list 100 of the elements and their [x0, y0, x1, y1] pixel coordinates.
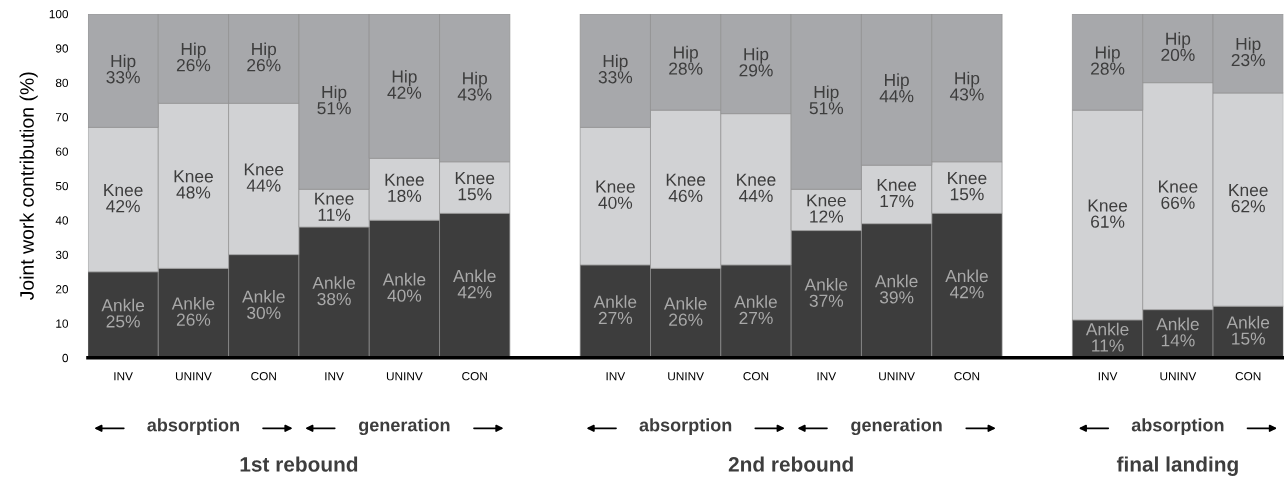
- text: Hip: [885, 73, 909, 90]
- text: Knee: [244, 163, 284, 176]
- data-label: 44%: [739, 189, 773, 202]
- data-label: 51%: [809, 102, 844, 115]
- text: Knee: [807, 194, 846, 207]
- series-label: Hip: [1166, 32, 1191, 49]
- data-label: 66%: [1161, 196, 1195, 209]
- data-label: 46%: [668, 189, 703, 203]
- y-tick-label: 30: [55, 250, 69, 260]
- data-label: 15%: [950, 188, 984, 201]
- text: Ankle: [382, 272, 426, 286]
- data-label: 26%: [176, 313, 211, 326]
- text: Knee: [596, 180, 635, 193]
- text: Knee: [666, 173, 706, 186]
- data-label: 43%: [949, 88, 984, 101]
- x-tick-label: INV: [325, 372, 344, 381]
- text: Knee: [455, 172, 495, 185]
- text: Hip: [252, 42, 277, 59]
- data-label: 29%: [739, 64, 773, 77]
- y-tick-label: 0: [62, 353, 69, 363]
- text: Ankle: [312, 276, 356, 290]
- text: Hip: [814, 85, 839, 102]
- text: 2nd rebound: [728, 456, 853, 472]
- text: Knee: [1159, 180, 1198, 193]
- text: absorption: [1131, 418, 1224, 436]
- text: Ankle: [734, 295, 777, 308]
- data-label: 42%: [387, 86, 422, 99]
- data-label: 12%: [810, 210, 844, 223]
- data-label: 20%: [1161, 48, 1195, 62]
- text: Knee: [385, 173, 424, 186]
- text: absorption: [639, 418, 732, 436]
- x-tick-label: CON: [743, 372, 769, 381]
- data-label: 44%: [879, 90, 914, 103]
- data-label: 33%: [106, 71, 140, 84]
- data-label: 38%: [317, 292, 351, 306]
- text: generation: [358, 418, 450, 436]
- text: Ankle: [1226, 315, 1270, 329]
- text: Hip: [674, 45, 698, 63]
- text: Hip: [955, 71, 980, 88]
- data-label: 28%: [669, 62, 703, 75]
- text: Hip: [1236, 37, 1261, 54]
- y-axis-title: Joint work contribution (%): [19, 72, 38, 301]
- data-label: 26%: [247, 59, 281, 72]
- y-tick-label: 50: [55, 181, 69, 191]
- data-label: 33%: [598, 71, 633, 84]
- text: Ankle: [593, 295, 637, 308]
- x-tick-label: CON: [251, 372, 276, 381]
- data-label: 26%: [176, 59, 211, 72]
- x-tick-label: CON: [1235, 372, 1261, 381]
- data-label: 62%: [1231, 200, 1265, 213]
- text: Knee: [877, 178, 917, 192]
- text: Knee: [1088, 199, 1128, 212]
- data-label: 15%: [1232, 332, 1265, 345]
- text: Knee: [1229, 184, 1268, 197]
- text: generation: [851, 418, 942, 436]
- text: Ankle: [101, 298, 145, 312]
- text: Hip: [392, 69, 417, 87]
- text: Hip: [322, 85, 347, 102]
- data-label: 17%: [880, 194, 914, 208]
- text: Hip: [744, 47, 769, 64]
- data-label: 44%: [246, 179, 281, 192]
- text: Hip: [603, 54, 628, 71]
- x-tick-label: INV: [114, 372, 133, 381]
- text: Knee: [948, 172, 987, 185]
- text: final landing: [1116, 456, 1238, 476]
- x-tick-label: UNINV: [879, 372, 915, 381]
- text: Ankle: [1156, 317, 1199, 331]
- series-label: Ankle: [1085, 322, 1129, 336]
- text: Ankle: [945, 269, 988, 283]
- data-label: 37%: [809, 294, 844, 307]
- text: Ankle: [663, 296, 707, 310]
- data-label: 42%: [949, 286, 984, 299]
- data-label: 30%: [247, 306, 281, 319]
- y-tick-label: 60: [55, 147, 69, 156]
- data-label: 51%: [317, 102, 351, 115]
- text: Hip: [181, 42, 206, 59]
- data-label: 27%: [739, 311, 773, 325]
- text: Ankle: [874, 274, 918, 288]
- x-tick-label: INV: [817, 372, 837, 381]
- y-tick-label: 20: [55, 285, 69, 294]
- text: Ankle: [453, 269, 496, 283]
- series-label: Knee: [315, 192, 354, 205]
- x-tick-label: UNINV: [386, 372, 423, 381]
- data-label: 61%: [1091, 215, 1125, 228]
- text: Ankle: [804, 278, 848, 291]
- data-label: 28%: [1091, 62, 1125, 75]
- data-label: 14%: [1161, 334, 1195, 347]
- y-tick-label: 40: [55, 216, 69, 225]
- data-label: 39%: [879, 291, 914, 304]
- data-label: 43%: [457, 88, 492, 101]
- x-tick-label: UNINV: [175, 372, 212, 381]
- text: Hip: [111, 54, 136, 71]
- text: Hip: [463, 71, 487, 88]
- x-tick-label: UNINV: [668, 372, 704, 381]
- x-tick-label: CON: [954, 372, 980, 381]
- x-tick-label: CON: [462, 372, 487, 381]
- data-label: 26%: [669, 313, 703, 326]
- y-tick-label: 80: [55, 78, 69, 88]
- data-label: 40%: [598, 196, 633, 209]
- text: Ankle: [171, 296, 215, 310]
